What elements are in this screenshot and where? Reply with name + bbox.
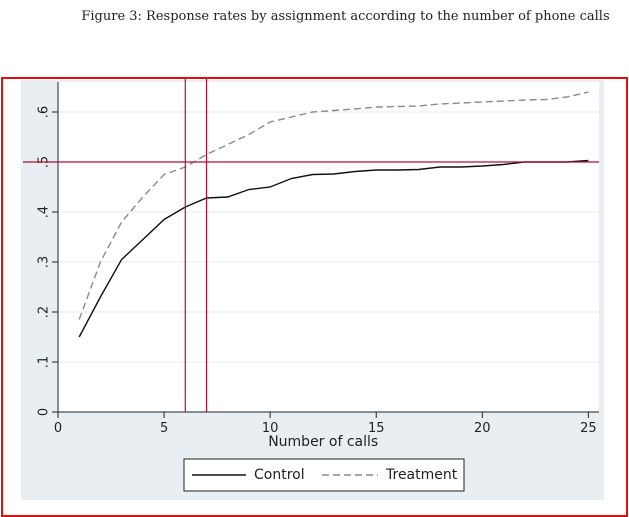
legend-label-control: Control <box>254 467 305 483</box>
y-tick-label: .4 <box>37 206 52 218</box>
x-tick-label: 25 <box>580 421 597 436</box>
y-tick-label: .3 <box>37 256 52 268</box>
x-tick-label: 15 <box>368 421 385 436</box>
y-tick-label: .6 <box>37 106 52 118</box>
x-tick-label: 10 <box>262 421 279 436</box>
legend-label-treatment: Treatment <box>385 467 458 483</box>
x-tick-label: 20 <box>474 421 491 436</box>
x-tick-label: 0 <box>54 421 62 436</box>
y-tick-label: 0 <box>37 408 52 416</box>
x-axis-title: Number of calls <box>268 434 378 450</box>
figure-caption: Figure 3: Response rates by assignment a… <box>81 9 610 24</box>
x-tick-label: 5 <box>160 421 168 436</box>
series-line-control <box>78 159 589 338</box>
series-line-treatment <box>78 91 589 320</box>
chart-frame: 0.1.2.3.4.5.6 0 5 10 15 20 25 Number of calls Co… <box>1 77 628 517</box>
y-tick-label: .2 <box>37 306 52 318</box>
plot-area <box>58 82 599 412</box>
y-tick-label: .1 <box>37 356 52 368</box>
